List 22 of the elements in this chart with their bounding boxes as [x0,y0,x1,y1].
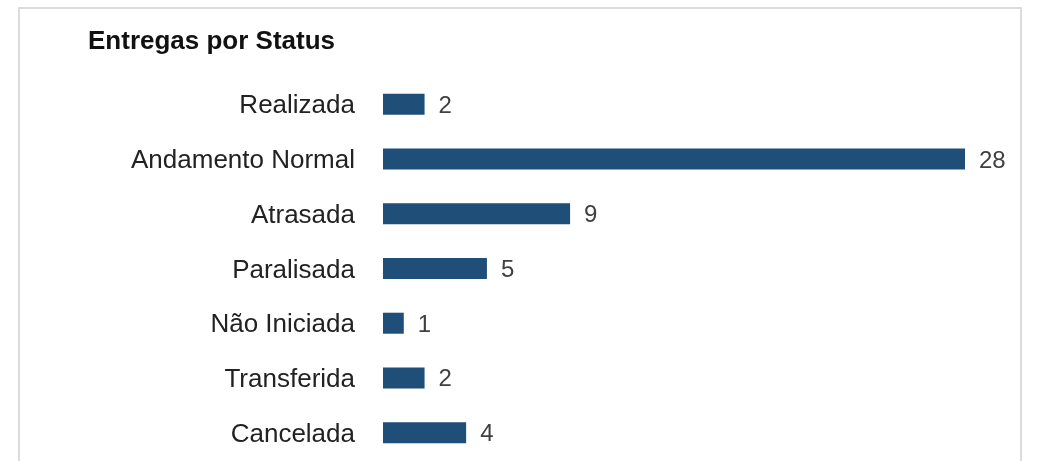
y-tick-label: Paralisada [232,253,356,284]
bar [383,258,487,279]
data-label: 28 [979,145,1006,173]
y-tick-label: Não Iniciada [210,308,356,339]
data-label: 2 [438,364,452,392]
data-label: 9 [584,200,598,228]
bar [383,93,425,115]
y-tick-label: Transferida [224,362,356,393]
data-label: 1 [417,309,432,337]
y-tick-label: Cancelada [230,417,356,448]
y-tick-label: Realizada [239,89,356,120]
bar [383,367,425,389]
chart-title: Entregas por Status [88,25,336,55]
bar [383,312,404,334]
bar [383,148,965,170]
bar [383,203,571,225]
data-label: 5 [500,255,515,282]
data-label: 2 [438,90,452,118]
y-tick-label: Atrasada [250,198,356,229]
y-tick-label: Andamento Normal [131,144,355,175]
bar [383,422,467,444]
data-label: 4 [480,419,494,447]
